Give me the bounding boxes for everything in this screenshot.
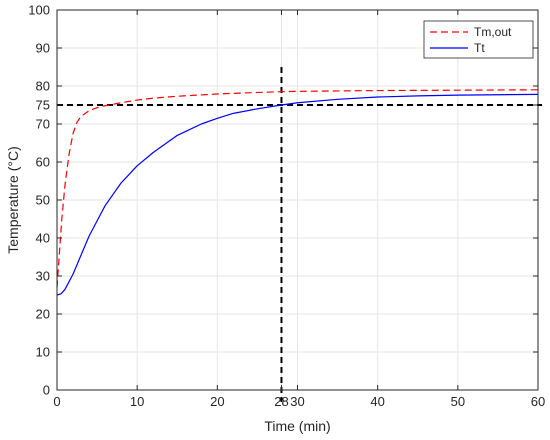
- series-lines: [56, 89, 539, 296]
- y-tick-label: 30: [36, 269, 50, 284]
- x-tick-label: 40: [370, 394, 384, 409]
- y-tick-label: 100: [28, 3, 50, 18]
- y-tick-label: 70: [36, 117, 50, 132]
- y-tick-label: 20: [36, 307, 50, 322]
- y-tick-label: 0: [43, 383, 50, 398]
- y-tick-label: 60: [36, 155, 50, 170]
- x-axis-title: Time (min): [264, 418, 330, 434]
- y-tick-label: 80: [36, 79, 50, 94]
- y-tick-label: 50: [36, 193, 50, 208]
- x-tick-label: 50: [451, 394, 465, 409]
- legend-box: [423, 20, 534, 59]
- y-tick-label: 40: [36, 231, 50, 246]
- reference-lines: [57, 67, 542, 402]
- series-line-tm-out: [56, 89, 539, 288]
- y-tick-label: 10: [36, 345, 50, 360]
- x-tick-label: 0: [53, 394, 60, 409]
- series-line-tt: [56, 93, 539, 296]
- legend-label-tm-out: Tm,out: [474, 25, 512, 39]
- legend-label-tt: Tt: [474, 41, 485, 55]
- y-tick-label: 90: [36, 41, 50, 56]
- x-tick-label: 60: [531, 394, 545, 409]
- x-tick-label: 28: [274, 394, 288, 409]
- y-tick-label: 75: [36, 98, 50, 113]
- y-axis-title: Temperature (°C): [5, 146, 21, 254]
- legend: Tm,out Tt: [423, 20, 534, 59]
- x-tick-label: 10: [130, 394, 144, 409]
- x-tick-label: 20: [210, 394, 224, 409]
- x-tick-label: 30: [290, 394, 304, 409]
